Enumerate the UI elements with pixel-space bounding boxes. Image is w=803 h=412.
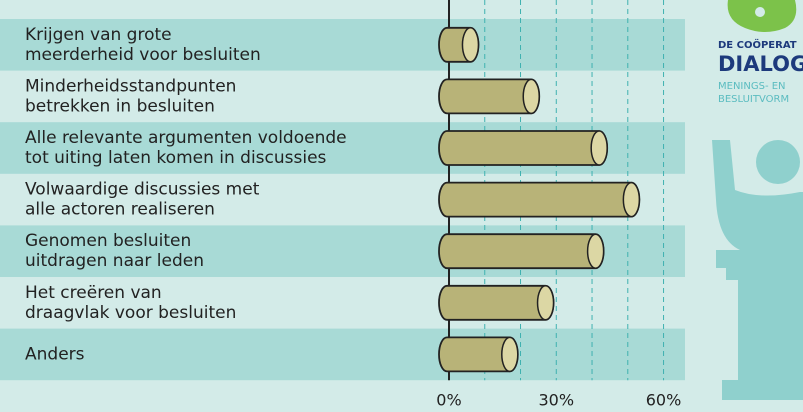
speaker-icon <box>712 140 803 400</box>
category-label: Alle relevante argumenten voldoende tot u… <box>25 128 347 168</box>
category-label: Minderheidsstandpunten betrekken in beslu… <box>25 76 236 116</box>
icon-podium <box>738 280 803 380</box>
logo-text: DIALOG <box>718 52 803 76</box>
bar-cap <box>536 285 555 321</box>
x-tick-label: 30% <box>538 391 574 410</box>
bar-cap <box>622 181 641 218</box>
row-stripe <box>0 19 685 71</box>
logo-text: DE COÖPERAT <box>718 37 797 51</box>
icon-podium <box>726 268 803 280</box>
category-label: Krijgen van grote meerderheid voor beslui… <box>25 25 261 65</box>
icon-podium <box>716 250 803 268</box>
icon-head <box>756 140 800 184</box>
bar-cap <box>590 130 608 166</box>
bar <box>438 130 609 166</box>
row-stripe <box>0 328 685 381</box>
icon-body <box>712 140 803 250</box>
logo-text: MENINGS- EN <box>718 81 786 92</box>
icon-podium <box>722 380 803 400</box>
category-label: Het creëren van draagvlak voor besluiten <box>25 283 236 323</box>
logo: DE COÖPERAT DIALOG MENINGS- EN BESLUITVO… <box>718 0 803 105</box>
plot: 0% 30% 60% Krijgen van grote meerderheid voo… <box>0 0 685 410</box>
bar-cap <box>586 233 605 269</box>
logo-text: BESLUITVORM <box>718 94 789 105</box>
bar-cap <box>522 78 540 115</box>
bar-cap <box>461 27 480 63</box>
category-label: Anders <box>25 344 85 364</box>
category-label: Volwaardige discussies met alle actoren r… <box>25 180 260 220</box>
bar <box>438 181 641 218</box>
x-tick-label: 0% <box>436 391 461 410</box>
category-label: Genomen besluiten uitdragen naar leden <box>25 231 204 271</box>
logo-shape <box>755 7 765 17</box>
bar-cap <box>501 336 519 373</box>
bar <box>438 284 555 321</box>
bar <box>438 233 605 270</box>
x-tick-label: 60% <box>646 391 682 410</box>
